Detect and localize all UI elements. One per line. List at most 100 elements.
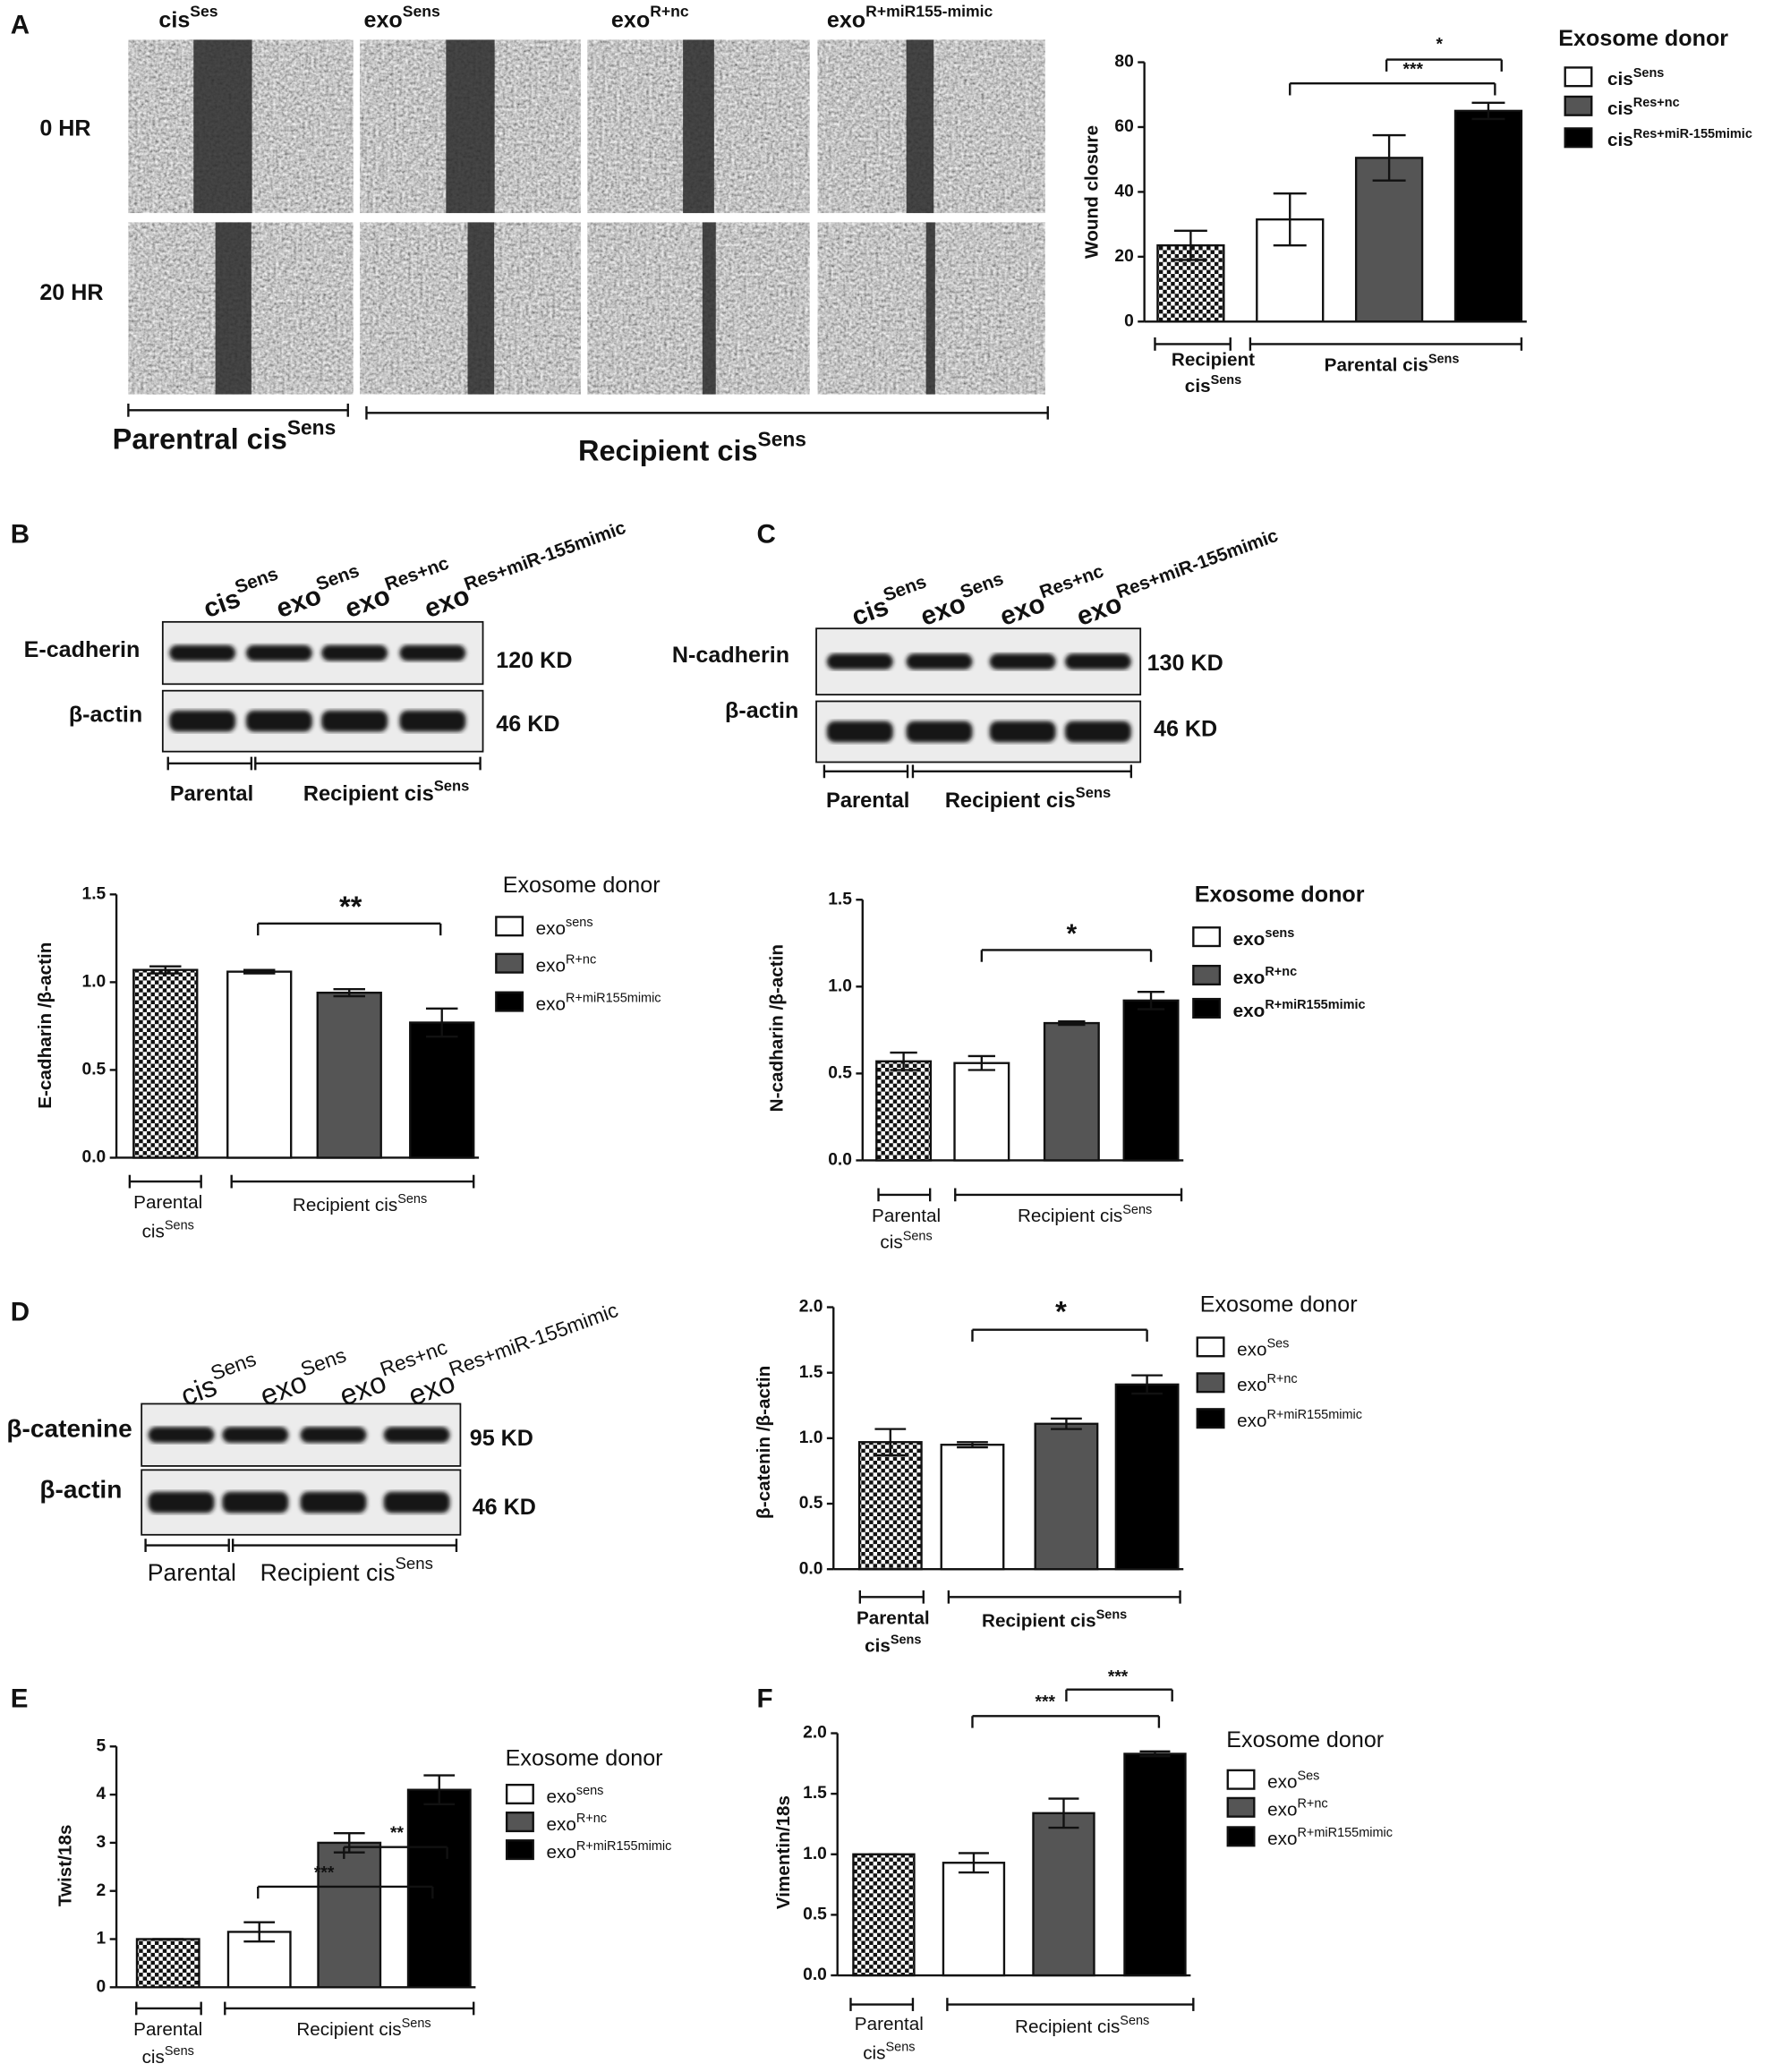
legend-swatch — [1226, 1826, 1256, 1847]
row-label: 0 HR — [39, 116, 90, 141]
group-label: Recipient cisSens — [982, 1607, 1127, 1632]
blot-band — [300, 1427, 367, 1444]
group-label-text: Recipient cis — [945, 789, 1076, 813]
legend-label-text: cis — [1607, 98, 1633, 119]
lane-label: cisSens — [198, 563, 286, 623]
blot-band — [399, 644, 466, 661]
wound-gap — [193, 39, 252, 214]
bar — [875, 1060, 933, 1162]
group-label: Parental — [133, 1193, 202, 1214]
y-tick-label: 1.0 — [803, 1845, 827, 1863]
legend-swatch — [1192, 997, 1222, 1019]
legend-label-text: exo — [1233, 930, 1266, 951]
bar — [317, 1841, 382, 1989]
group-label: Recipient cisSens — [303, 777, 469, 806]
legend-title: Exosome donor — [506, 1746, 663, 1771]
blot-band — [906, 721, 973, 743]
legend-swatch — [1564, 127, 1593, 149]
group-label: Recipient cisSens — [1018, 1203, 1152, 1227]
group-label: Recipient cisSens — [578, 428, 806, 467]
blot-band — [906, 653, 973, 670]
group-label: Parental — [855, 2015, 924, 2035]
group-label-text: Parental — [872, 1206, 941, 1226]
bar — [1114, 1383, 1180, 1571]
legend-swatch — [505, 1812, 534, 1833]
column-header-sup: R+nc — [650, 2, 689, 20]
legend-title: Exosome donor — [1226, 1727, 1384, 1752]
legend-label-sup: R+miR155mimic — [1266, 1408, 1362, 1422]
y-tick-label: 1.5 — [82, 884, 107, 903]
legend-swatch — [1196, 1372, 1225, 1394]
size-label: 46 KD — [1154, 717, 1217, 742]
legend-label-text: exo — [1233, 1001, 1266, 1021]
legend-swatch — [495, 916, 524, 937]
legend-label: cisRes+nc — [1607, 96, 1680, 120]
legend-label-sup: sens — [1265, 926, 1294, 941]
legend-label-sup: R+nc — [576, 1812, 607, 1826]
wound-gap — [925, 222, 935, 395]
bar — [1032, 1812, 1095, 1977]
significance: ** — [339, 891, 362, 923]
group-label-text: Recipient cis — [1018, 1206, 1122, 1226]
legend-label-sup: R+miR155mimic — [1297, 1826, 1393, 1840]
legend-swatch — [1564, 66, 1593, 88]
column-header: cisSes — [158, 2, 217, 32]
y-tick-label: 1.5 — [803, 1784, 827, 1803]
bar — [1122, 999, 1180, 1162]
column-header-sup: Ses — [190, 2, 218, 20]
blot-band — [245, 710, 312, 732]
y-tick-label: 1.0 — [82, 972, 107, 991]
legend-label: exoR+miR155mimic — [1233, 998, 1366, 1022]
legend-label: exoR+miR155mimic — [1237, 1408, 1362, 1432]
bar — [1123, 1752, 1187, 1977]
bar — [226, 970, 293, 1159]
blot-band — [148, 1427, 215, 1444]
blot-band — [826, 653, 893, 670]
group-label: Recipient cisSens — [945, 784, 1111, 813]
legend-label-sup: Sens — [1633, 66, 1665, 81]
bar — [953, 1062, 1010, 1162]
protein-label: N-cadherin — [672, 643, 789, 668]
group-label: Parental — [170, 783, 253, 806]
group-label: Recipient cisSens — [293, 1192, 427, 1216]
wound-gap — [215, 222, 251, 395]
legend-label-text: exo — [536, 919, 566, 940]
legend-swatch — [495, 952, 524, 974]
group-label: cisSens — [1185, 373, 1241, 397]
bar — [1354, 157, 1424, 323]
legend-label-text: exo — [1267, 1772, 1297, 1793]
blot-band — [321, 710, 388, 732]
group-label-text: Parental — [170, 783, 253, 806]
y-tick-label: 0.0 — [828, 1151, 852, 1170]
column-header-text: exo — [364, 7, 403, 32]
legend-swatch — [505, 1839, 534, 1861]
blot-band — [222, 1427, 289, 1444]
group-label-sup: Sens — [287, 415, 336, 439]
legend-label-text: exo — [1237, 1340, 1266, 1360]
legend-label: exoR+nc — [1267, 1797, 1328, 1821]
panel-label: F — [757, 1684, 773, 1713]
group-label-sup: Sens — [1428, 352, 1460, 366]
group-label: cisSens — [142, 1219, 194, 1243]
group-label-sup: Sens — [165, 2044, 194, 2059]
lane-label-sup: Sens — [208, 1347, 260, 1385]
protein-label: β-catenine — [6, 1414, 132, 1442]
group-label-sup: Sens — [395, 1555, 432, 1573]
blot-band — [399, 710, 466, 732]
legend-swatch — [1226, 1769, 1256, 1790]
bar — [135, 1938, 200, 1989]
bar — [942, 1862, 1006, 1977]
group-label-sup: Sens — [1096, 1607, 1128, 1622]
y-tick-label: 0.0 — [799, 1559, 823, 1578]
group-label-text: Recipient cis — [260, 1559, 396, 1586]
protein-label: β-actin — [39, 1475, 122, 1503]
legend-swatch — [1196, 1336, 1225, 1358]
y-tick-label: 0.5 — [82, 1061, 107, 1079]
legend-label: exoR+miR155mimic — [546, 1839, 671, 1863]
legend-label-text: exo — [1267, 1829, 1297, 1850]
panel-label: A — [11, 10, 30, 39]
legend-title: Exosome donor — [1558, 26, 1728, 51]
blot-band — [300, 1491, 367, 1513]
bar — [1453, 109, 1523, 323]
